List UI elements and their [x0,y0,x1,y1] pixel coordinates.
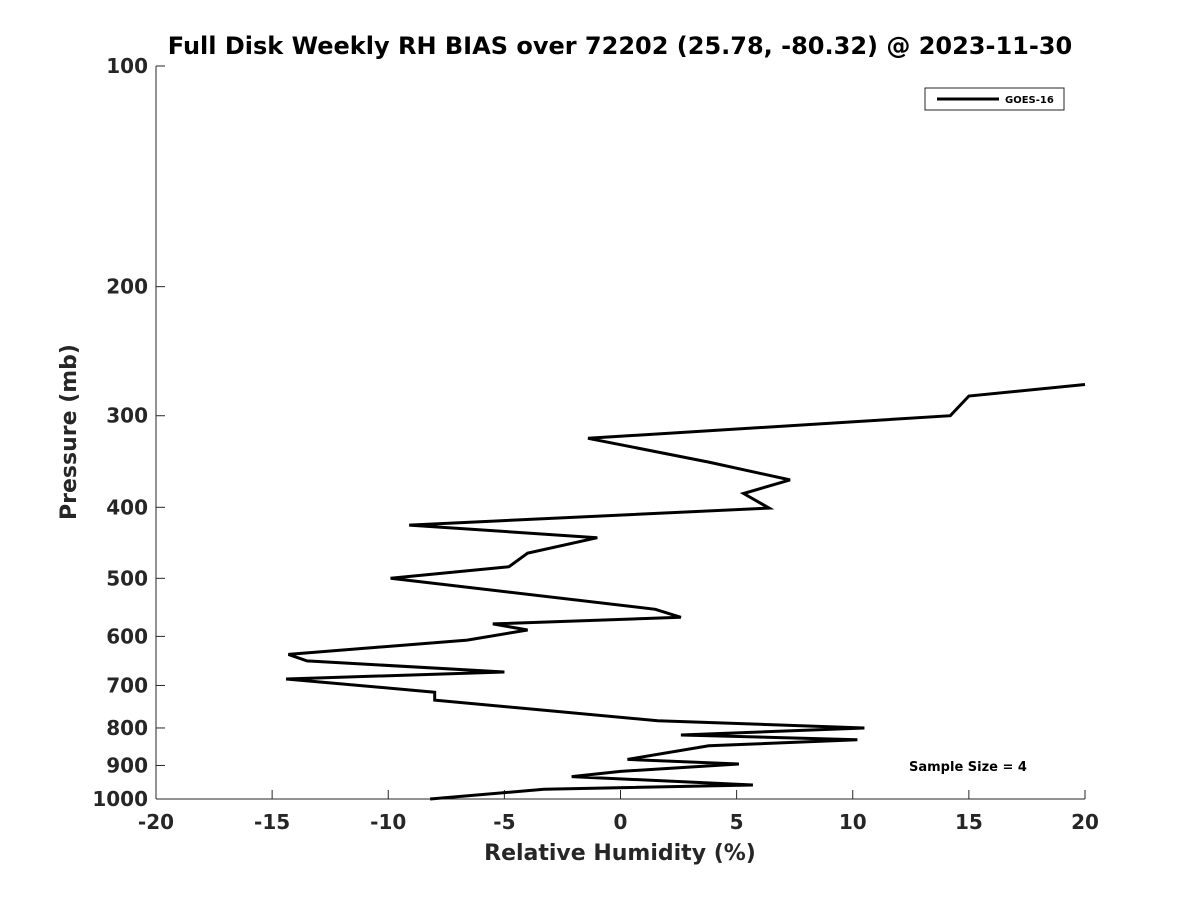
x-axis-label: Relative Humidity (%) [484,841,756,866]
series-group [285,383,1086,801]
legend-label: GOES-16 [1005,95,1054,106]
y-tick-label: 700 [106,673,148,697]
x-tick-label: 0 [614,810,628,834]
ticks: -20 -15 -10 -5 0 5 10 15 20 100 200 300 400 500 600 700… [92,54,1099,834]
chart-title: Full Disk Weekly RH BIAS over 72202 (25.… [168,32,1072,60]
x-tick-label: 5 [730,810,744,834]
x-tick-label: 10 [839,810,867,834]
legend: GOES-16 [924,87,1065,111]
y-tick-label: 100 [106,54,148,78]
axes [155,66,1085,800]
x-tick-label: -15 [254,810,290,834]
y-tick-label: 400 [106,495,148,519]
x-tick-label: -10 [370,810,406,834]
x-tick-label: 15 [955,810,983,834]
x-tick-label: -20 [138,810,174,834]
y-tick-label: 200 [106,275,148,299]
series-line-goes-16 [285,383,1086,801]
y-tick-label: 800 [106,716,148,740]
x-tick-label: 20 [1071,810,1099,834]
y-tick-label: 600 [106,624,148,648]
y-tick-label: 300 [106,404,148,428]
y-axis-label: Pressure (mb) [57,344,82,520]
y-tick-label: 500 [106,566,148,590]
y-tick-label: 1000 [92,787,148,811]
y-tick-label: 900 [106,753,148,777]
x-tick-label: -5 [493,810,515,834]
sample-size-annotation: Sample Size = 4 [909,760,1027,775]
